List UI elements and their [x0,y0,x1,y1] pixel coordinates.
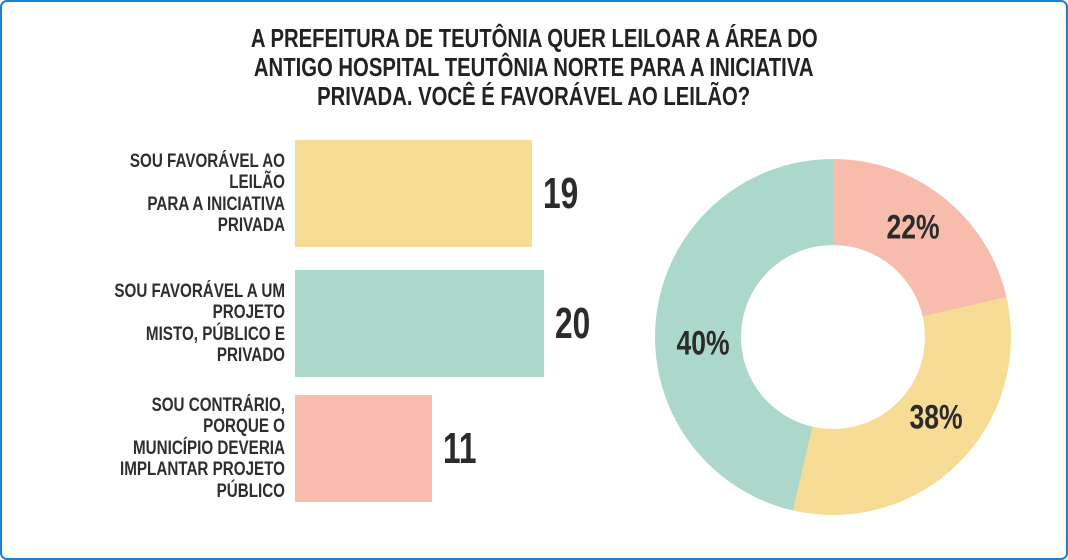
bar-value-label: 19 [543,168,579,218]
bar-favoravel-leilao [295,140,532,247]
bar-label-line: SOU FAVORÁVEL A UM PROJETO [114,280,285,324]
title-line-1: A PREFEITURA DE TEUTÔNIA QUER LEILOAR A … [250,23,818,53]
bar-projeto-misto [295,270,544,377]
bar-value-label: 20 [555,298,591,348]
bar-category-label: SOU FAVORÁVEL AO LEILÃO PARA A INICIATIV… [32,151,285,237]
donut-percent-label: 22% [886,208,940,247]
bar-label-line: PARA A INICIATIVA PRIVADA [147,193,285,237]
bar-row: SOU FAVORÁVEL A UM PROJETO MISTO, PÚBLIC… [32,270,604,377]
donut-percent-label: 40% [676,324,730,363]
title-line-3: PRIVADA. VOCÊ É FAVORÁVEL AO LEILÃO? [317,81,751,111]
donut-percent-label: 38% [909,398,963,437]
bar-row: SOU CONTRÁRIO, PORQUE O MUNICÍPIO DEVERI… [32,395,490,502]
bar-label-line: MISTO, PÚBLICO E PRIVADO [145,323,285,367]
donut-chart: 22% 38% 40% [655,159,1011,515]
bar-category-label: SOU FAVORÁVEL A UM PROJETO MISTO, PÚBLIC… [32,281,285,367]
bar-category-label: SOU CONTRÁRIO, PORQUE O MUNICÍPIO DEVERI… [32,395,285,503]
bar-contrario [295,395,432,502]
title-line-2: ANTIGO HOSPITAL TEUTÔNIA NORTE PARA A IN… [254,52,814,82]
page-title: A PREFEITURA DE TEUTÔNIA QUER LEILOAR A … [2,24,1066,111]
bar-label-line: SOU CONTRÁRIO, PORQUE O [151,394,285,438]
bar-label-line: IMPLANTAR PROJETO PÚBLICO [120,459,285,502]
bar-label-line: MUNICÍPIO DEVERIA [132,437,285,459]
donut-hole [741,245,925,429]
bar-row: SOU FAVORÁVEL AO LEILÃO PARA A INICIATIV… [32,140,592,247]
bar-value-label: 11 [443,423,477,473]
bar-label-line: SOU FAVORÁVEL AO LEILÃO [129,150,285,194]
